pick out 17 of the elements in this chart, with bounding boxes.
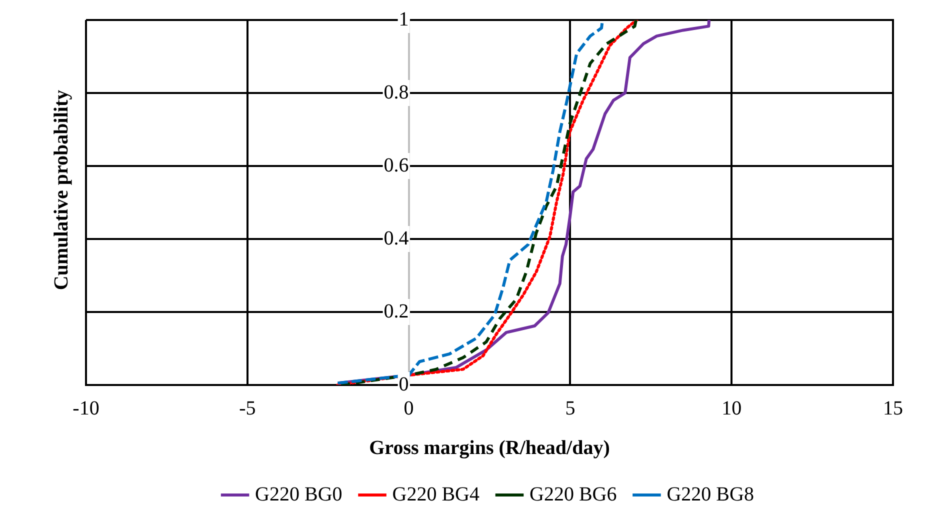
y-tick-label: 0.2 xyxy=(384,300,409,322)
legend-label: G220 BG6 xyxy=(530,483,617,506)
y-tick-label: 0.6 xyxy=(384,154,409,176)
y-tick-label: 0 xyxy=(398,373,409,396)
y-tick-label: 0.8 xyxy=(384,81,409,104)
legend-label: G220 BG4 xyxy=(392,483,480,506)
x-axis-title: Gross margins (R/head/day) xyxy=(369,437,610,460)
y-tick-label: 0.4 xyxy=(384,227,409,250)
x-tick-label: 15 xyxy=(883,397,903,420)
legend-label: G220 BG0 xyxy=(255,483,342,506)
x-tick-label: 10 xyxy=(722,397,742,420)
legend-label: G220 BG8 xyxy=(666,483,754,506)
x-tick-label: -10 xyxy=(72,397,100,420)
y-axis-title: Cumulative probability xyxy=(50,90,74,290)
y-tick-label: 1 xyxy=(398,8,409,30)
x-tick-label: -5 xyxy=(239,397,256,420)
x-tick-label: 5 xyxy=(565,397,576,420)
